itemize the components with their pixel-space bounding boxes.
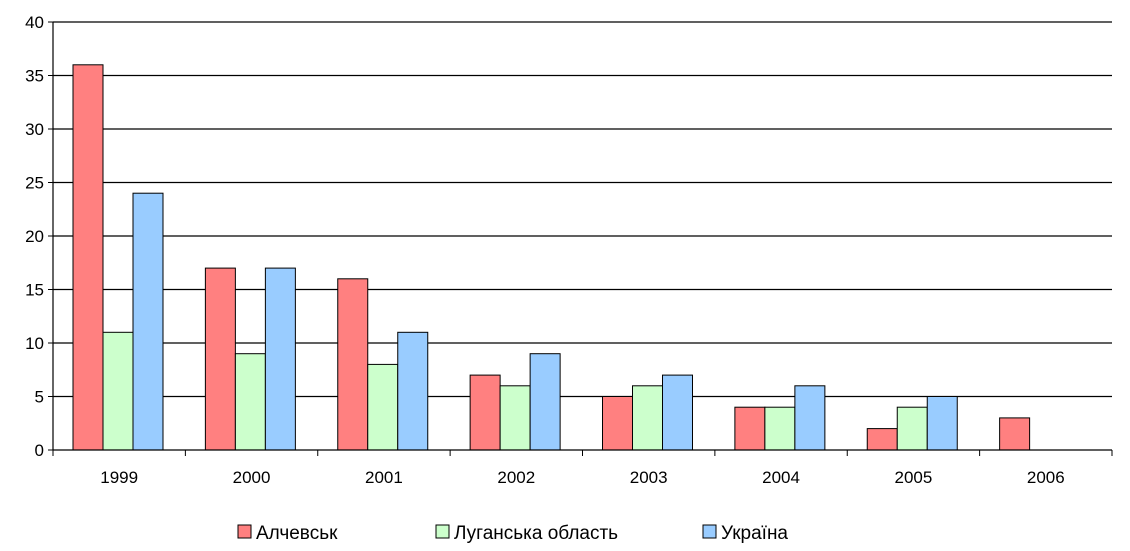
bar-2004-series-2	[794, 385, 826, 451]
y-tick-label: 35	[25, 67, 44, 86]
bar-1999-series-1	[102, 331, 134, 451]
y-tick-label: 40	[25, 13, 44, 32]
bar-2004-series-1	[764, 406, 796, 451]
y-tick-label: 15	[25, 281, 44, 300]
legend-swatch	[237, 524, 252, 539]
legend-swatch	[702, 524, 717, 539]
bar-2002-series-1	[499, 385, 531, 451]
y-tick-label: 20	[25, 227, 44, 246]
legend-item-1: Луганська область	[435, 523, 618, 544]
bar-2000-series-2	[264, 267, 296, 451]
y-axis-ticks: 0 5 10 15 20 25 30 35 40	[25, 13, 53, 460]
x-tick-label: 2003	[630, 468, 668, 487]
x-tick-label: 2005	[895, 468, 933, 487]
x-tick-label: 2004	[762, 468, 800, 487]
bar-2003-series-2	[662, 374, 693, 451]
bar-2001-series-0	[337, 278, 369, 451]
y-tick-label: 30	[25, 120, 44, 139]
legend-label: Луганська область	[454, 523, 618, 544]
legend: Алчевськ Луганська область Україна	[237, 523, 788, 544]
y-tick-label: 25	[25, 174, 44, 193]
legend-swatch	[435, 524, 450, 539]
bar-2004-series-0	[734, 406, 766, 451]
bars	[72, 64, 1031, 451]
bar-2002-series-0	[469, 374, 501, 451]
legend-label: Україна	[721, 523, 788, 544]
bar-2000-series-0	[204, 267, 236, 451]
y-tick-label: 5	[35, 388, 44, 407]
x-tick-label: 2002	[497, 468, 535, 487]
x-tick-label: 2001	[365, 468, 403, 487]
bar-1999-series-2	[132, 192, 164, 451]
bar-2000-series-1	[234, 353, 266, 451]
bar-2005-series-1	[896, 406, 928, 451]
legend-label: Алчевськ	[256, 523, 338, 544]
legend-item-0: Алчевськ	[237, 523, 338, 544]
bar-2006-series-0	[999, 417, 1031, 451]
bar-2001-series-2	[397, 331, 429, 451]
x-tick-label: 2006	[1027, 468, 1065, 487]
x-axis-ticks: 1999 2000 2001 2002 2003 2004 2005 2006	[52, 450, 1113, 487]
y-tick-label: 0	[35, 441, 44, 460]
bar-2003-series-0	[602, 396, 633, 451]
x-tick-label: 1999	[100, 468, 138, 487]
bar-2005-series-2	[926, 396, 958, 451]
bar-1999-series-0	[72, 64, 104, 451]
legend-item-2: Україна	[702, 523, 788, 544]
bar-2002-series-2	[529, 353, 561, 451]
bar-2001-series-1	[367, 363, 399, 451]
y-tick-label: 10	[25, 334, 44, 353]
bar-2005-series-0	[866, 428, 898, 451]
x-tick-label: 2000	[233, 468, 271, 487]
bar-2003-series-1	[632, 385, 663, 451]
